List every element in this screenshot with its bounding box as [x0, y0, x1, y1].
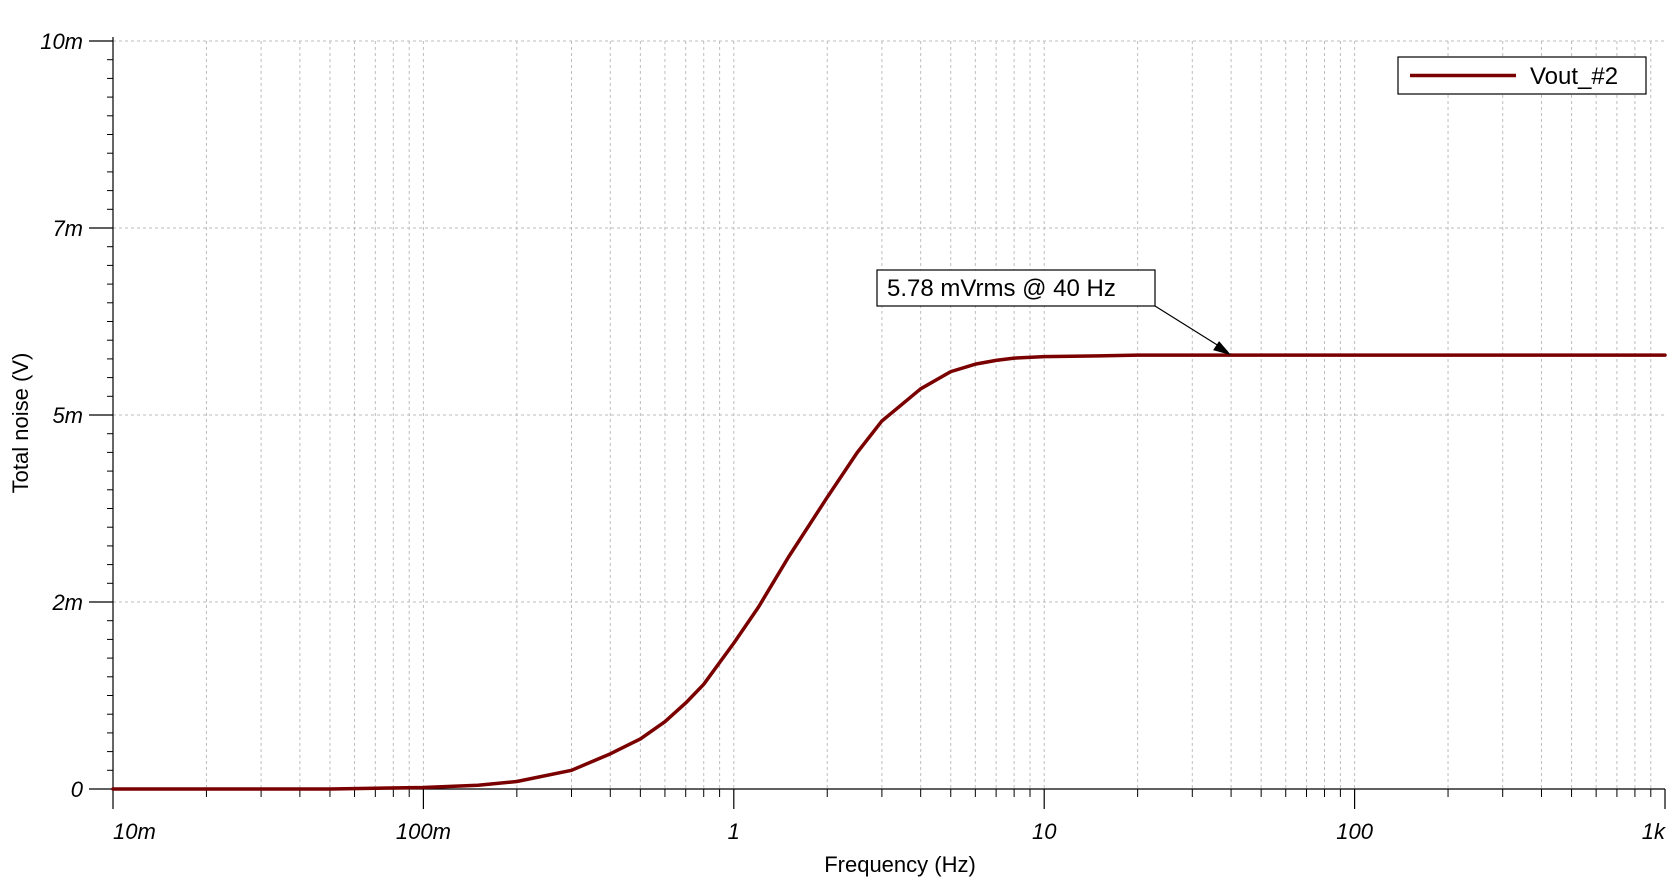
annotation-arrowhead — [1213, 341, 1232, 356]
y-tick-label: 10m — [40, 29, 83, 54]
y-tick-label: 5m — [52, 403, 83, 428]
annotation: 5.78 mVrms @ 40 Hz — [876, 269, 1232, 356]
x-tick-label: 100m — [396, 819, 451, 844]
x-tick-label: 1k — [1642, 819, 1666, 844]
series-line-vout2 — [111, 353, 1667, 791]
annotation-leader-line — [1154, 305, 1228, 352]
x-tick-label: 1 — [728, 819, 740, 844]
x-tick-label: 100 — [1336, 819, 1373, 844]
x-axis-ticks: 10m 100m 1 10 100 1k — [112, 789, 1666, 844]
y-axis-ticks: 0 2m 5m 7m 10m — [40, 29, 113, 802]
y-tick-label: 7m — [52, 216, 83, 241]
y-tick-label: 0 — [71, 777, 84, 802]
annotation-box — [876, 269, 1156, 307]
legend-label: Vout_#2 — [1530, 63, 1618, 90]
annotation-text: 5.78 mVrms @ 40 Hz — [887, 275, 1116, 302]
y-tick-label: 2m — [51, 590, 83, 615]
legend[interactable]: Vout_#2 — [1397, 56, 1647, 95]
x-tick-label: 10m — [113, 819, 156, 844]
x-tick-label: 10 — [1032, 819, 1057, 844]
x-axis-title: Frequency (Hz) — [824, 852, 976, 877]
series-layer — [111, 353, 1667, 791]
y-axis-title: Total noise (V) — [8, 353, 33, 494]
grid-lines — [113, 40, 1665, 789]
